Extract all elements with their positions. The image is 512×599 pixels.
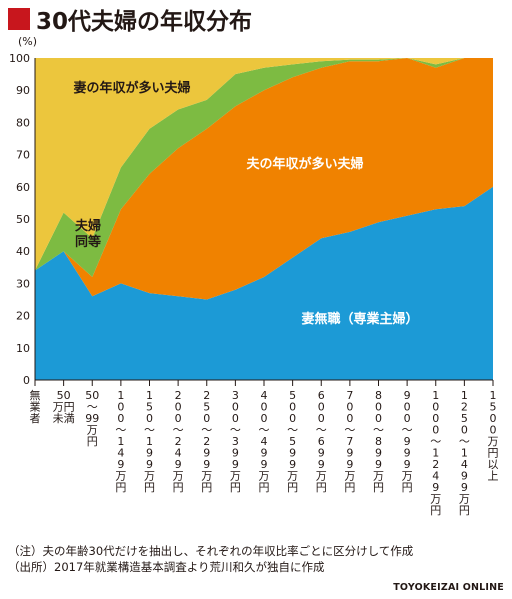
- y-tick-label: 40: [16, 245, 30, 258]
- y-tick-labels: 0 10 20 30 40 50 60 70 80 90 100: [9, 52, 30, 387]
- x-tick-label: 1 5 0 〜 1 9 9 万円: [144, 389, 155, 494]
- y-tick-label: 10: [16, 342, 30, 355]
- x-tick-label: 50 万円未満: [53, 389, 75, 425]
- y-tick-label: 50: [16, 213, 30, 226]
- brand-label: TOYOKEIZAI ONLINE: [393, 582, 504, 593]
- y-tick-label: 70: [16, 149, 30, 162]
- series-label-0: 妻無職（専業主婦）: [301, 311, 418, 327]
- y-tick-label: 30: [16, 277, 30, 290]
- x-tick-label: 1 2 5 0 〜 1 4 9 9 万円: [459, 389, 470, 517]
- x-tick-label: 50 〜 99 万円: [85, 389, 99, 448]
- area-series-3: [35, 58, 493, 271]
- x-tick-label: 1 0 0 〜 1 4 9 万円: [115, 389, 126, 494]
- y-tick-label: 0: [23, 374, 30, 387]
- series-label-3: 妻の年収が多い夫婦: [73, 80, 190, 96]
- x-tick-label: 9 0 0 〜 9 9 9 万円: [402, 389, 413, 494]
- x-tick-labels: 無業者 50 万円未満 50 〜 99 万円 1 0 0 〜 1 4 9 万円 1 5 0 〜 1 9 9 万円 2 0 0 〜 2 4…: [30, 388, 499, 517]
- series-label-2: 夫婦同等: [75, 218, 101, 250]
- area-series-0: [35, 186, 493, 380]
- area-series-1: [35, 58, 493, 300]
- y-axis-unit: (%): [18, 35, 37, 48]
- series-label-1: 夫の年収が多い夫婦: [246, 156, 363, 172]
- x-tick-label: 1 0 0 0 〜 1 2 4 9 万円: [430, 389, 441, 517]
- x-tick-label: 1 5 0 0 万円以上: [488, 389, 499, 483]
- x-tick-label: 7 0 0 〜 7 9 9 万円: [344, 389, 355, 494]
- x-tick-label: 5 0 0 〜 5 9 9 万円: [287, 389, 298, 494]
- y-tick-label: 20: [16, 310, 30, 323]
- x-tick-label: 3 0 0 〜 3 9 9 万円: [230, 389, 241, 494]
- x-tick-label: 4 0 0 〜 4 9 9 万円: [259, 389, 270, 494]
- x-tick-label: 2 0 0 〜 2 4 9 万円: [173, 389, 184, 494]
- note-text: （注）夫の年齢30代だけを抽出し、それぞれの年収比率ごとに区分けして作成: [8, 544, 414, 558]
- x-tick-label: 8 0 0 〜 8 9 9 万円: [373, 389, 384, 494]
- area-series-2: [35, 58, 493, 277]
- axes: [34, 58, 494, 386]
- y-tick-label: 60: [16, 181, 30, 194]
- x-tick-label: 無業者: [30, 388, 41, 425]
- title-square-icon: [8, 8, 30, 30]
- y-tick-label: 80: [16, 116, 30, 129]
- x-tick-label: 6 0 0 〜 6 9 9 万円: [316, 389, 327, 494]
- title-bar: 30代夫婦の年収分布: [8, 6, 252, 35]
- area-layers: [35, 58, 493, 380]
- y-tick-label: 100: [9, 52, 30, 65]
- chart-title: 30代夫婦の年収分布: [36, 9, 253, 35]
- x-tick-label: 2 5 0 〜 2 9 9 万円: [201, 389, 212, 494]
- y-tick-label: 90: [16, 84, 30, 97]
- source-text: （出所）2017年就業構造基本調査より荒川和久が独自に作成: [8, 560, 325, 574]
